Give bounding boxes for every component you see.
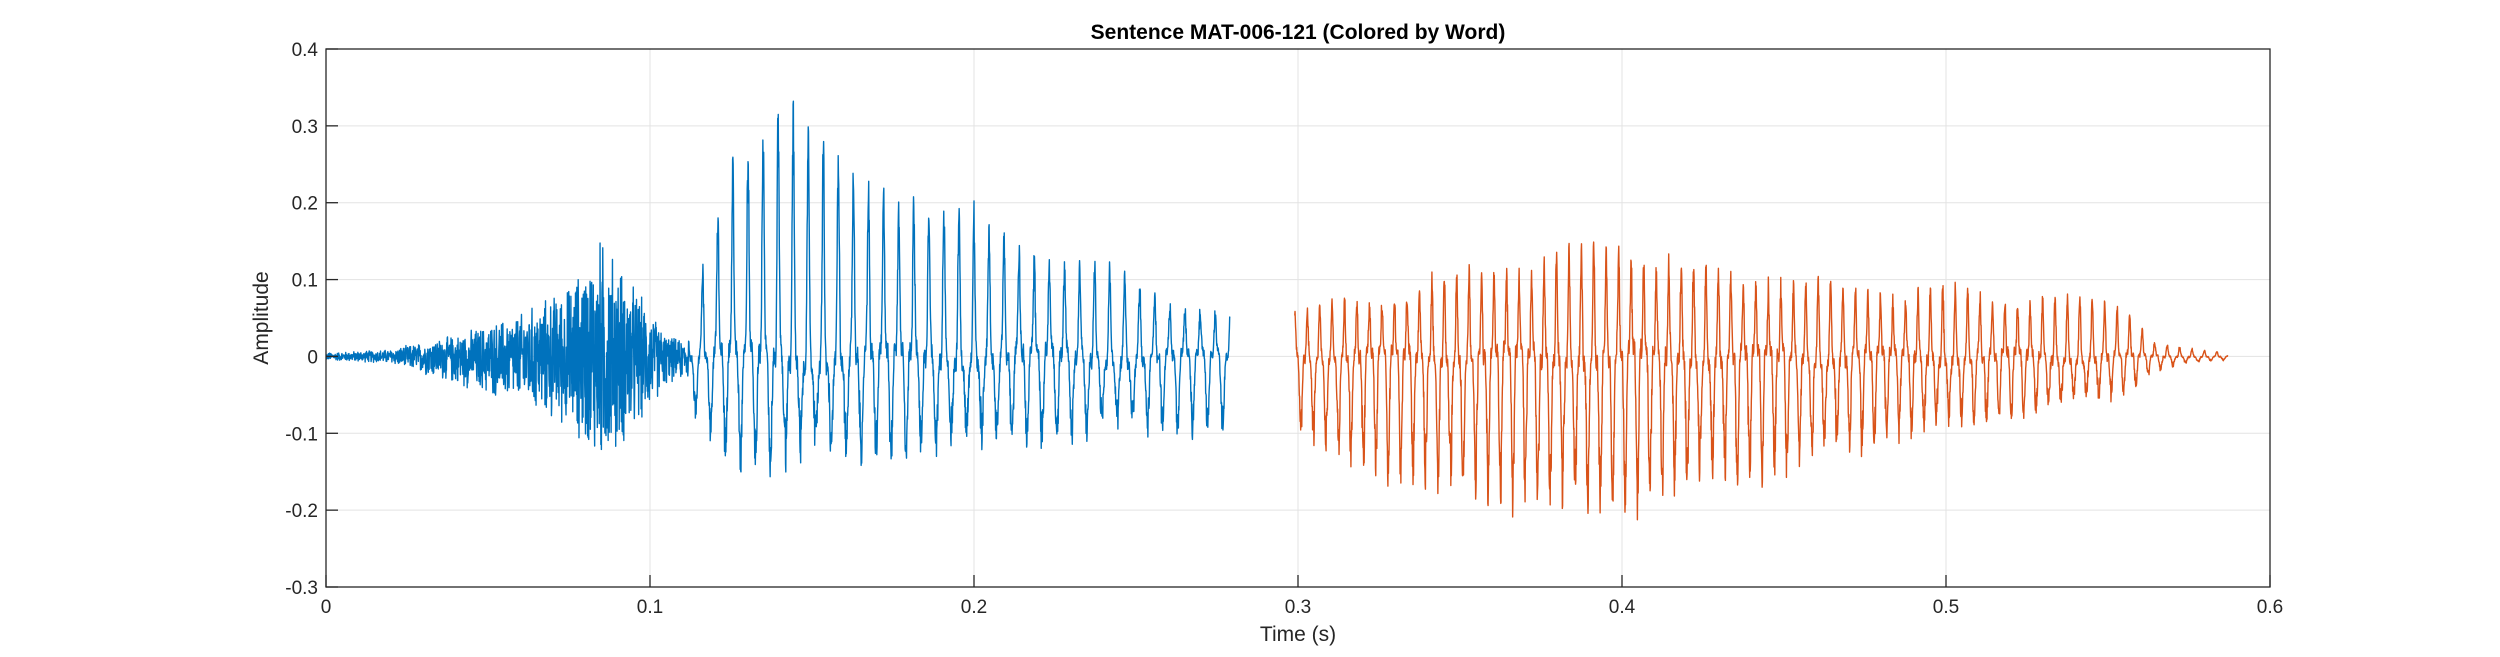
y-axis-label: Amplitude	[250, 271, 273, 364]
y-tick-label: 0.4	[292, 40, 319, 61]
axis-ticks	[325, 48, 2271, 588]
x-tick-label: 0.2	[961, 597, 987, 618]
x-tick-label: 0.3	[1285, 597, 1311, 618]
y-tick-label: 0.2	[292, 194, 318, 215]
x-axis-label: Time (s)	[1260, 623, 1336, 646]
x-tick-labels: 0 0.1 0.2 0.3 0.4 0.5 0.6	[321, 597, 2284, 618]
y-tick-label: -0.3	[285, 578, 318, 599]
waveform-series-line	[325, 100, 1231, 478]
series-group	[325, 100, 2229, 521]
y-tick-label: -0.2	[285, 501, 318, 522]
x-tick-label: 0.4	[1609, 597, 1636, 618]
x-tick-label: 0.6	[2257, 597, 2283, 618]
chart-title: Sentence MAT-006-121 (Colored by Word)	[1091, 21, 1506, 44]
waveform-series-line	[1294, 241, 2229, 521]
y-tick-label: 0.1	[292, 271, 318, 292]
y-tick-label: 0	[307, 347, 318, 368]
y-tick-label: 0.3	[292, 117, 318, 138]
y-tick-labels: -0.3 -0.2 -0.1 0 0.1 0.2 0.3 0.4	[285, 40, 318, 599]
x-tick-label: 0.1	[637, 597, 663, 618]
y-tick-label: -0.1	[285, 424, 318, 445]
x-tick-label: 0.5	[1933, 597, 1959, 618]
x-tick-label: 0	[321, 597, 332, 618]
